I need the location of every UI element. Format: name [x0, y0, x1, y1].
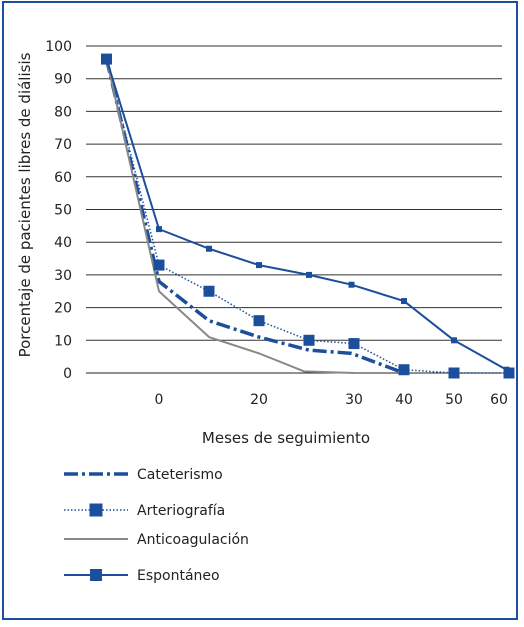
- legend-label: Anticoagulación: [137, 532, 249, 548]
- data-point-marker: [156, 226, 162, 233]
- data-point-marker: [303, 334, 315, 346]
- legend-swatch-marker: [89, 503, 103, 517]
- x-axis-title: Meses de seguimiento: [202, 429, 370, 447]
- y-tick-label: 60: [54, 170, 72, 186]
- series-line-cateterismo: [104, 58, 405, 375]
- data-point-marker: [448, 367, 460, 379]
- x-axis: 0 20 30 40 50 60: [155, 392, 508, 408]
- data-point-marker: [306, 271, 312, 278]
- y-axis: 0 10 20 30 40 50 60 70 80 90 100: [45, 39, 72, 382]
- series-line-arteriografía: [105, 58, 509, 374]
- y-tick-label: 80: [54, 104, 72, 120]
- y-tick-label: 100: [45, 39, 72, 55]
- x-tick-label: 40: [395, 392, 413, 408]
- y-tick-label: 40: [54, 235, 72, 251]
- legend-label: Arteriografía: [137, 503, 225, 519]
- y-tick-label: 20: [54, 301, 72, 317]
- x-tick-label: 20: [250, 392, 268, 408]
- x-tick-label: 60: [490, 392, 508, 408]
- y-tick-label: 0: [63, 366, 72, 382]
- data-point-marker: [503, 367, 515, 379]
- data-point-marker: [348, 338, 360, 350]
- y-axis-title: Porcentaje de pacientes libres de diális…: [16, 52, 34, 357]
- y-tick-label: 30: [54, 268, 72, 284]
- legend: Cateterismo Arteriografía Anticoagulación E…: [64, 467, 249, 584]
- series-line-anticoagulación: [105, 58, 355, 374]
- legend-swatch-marker: [90, 569, 102, 581]
- series-markers: [101, 53, 515, 379]
- data-point-marker: [153, 259, 165, 271]
- data-point-marker: [206, 245, 212, 252]
- data-point-marker: [103, 56, 110, 63]
- data-point-marker: [398, 364, 410, 376]
- series-lines: [104, 58, 509, 375]
- chart-frame: [2, 1, 518, 620]
- data-point-marker: [348, 281, 355, 288]
- x-tick-label: 30: [345, 392, 363, 408]
- data-point-marker: [203, 285, 215, 297]
- data-point-marker: [401, 298, 407, 305]
- y-tick-label: 50: [54, 203, 72, 219]
- x-tick-label: 0: [155, 392, 164, 408]
- legend-label: Espontáneo: [137, 568, 220, 584]
- data-point-marker: [451, 337, 457, 344]
- y-tick-label: 70: [54, 137, 72, 153]
- series-line-espontáneo: [105, 58, 507, 371]
- y-tick-label: 90: [54, 72, 72, 88]
- grid-lines: [86, 45, 502, 374]
- data-point-marker: [256, 262, 262, 269]
- x-tick-label: 50: [445, 392, 463, 408]
- y-tick-label: 10: [54, 333, 72, 349]
- data-point-marker: [503, 366, 510, 373]
- legend-label: Cateterismo: [137, 467, 223, 483]
- data-point-marker: [253, 315, 265, 327]
